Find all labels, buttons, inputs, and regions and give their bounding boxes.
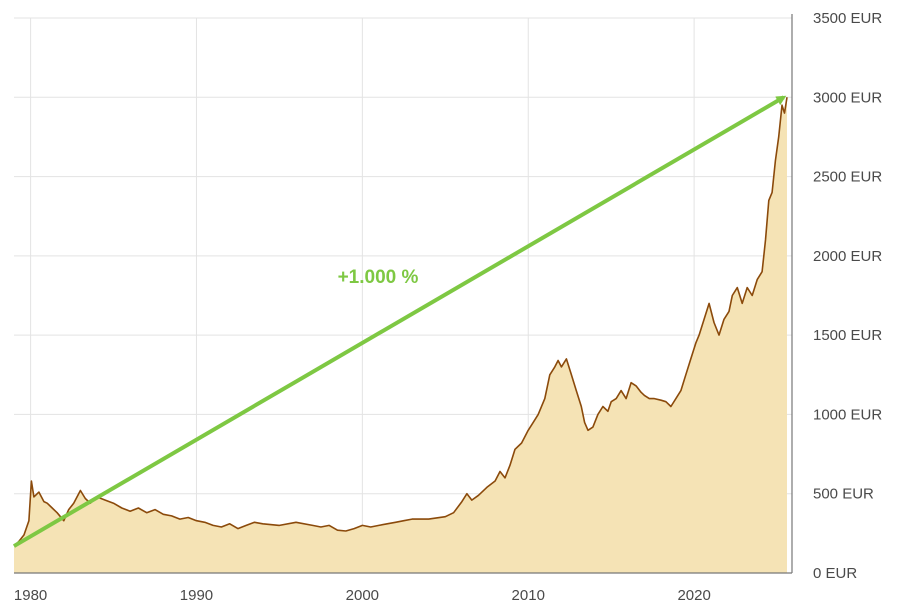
y-tick-label: 1000 EUR	[813, 406, 882, 423]
y-tick-label: 500 EUR	[813, 486, 874, 503]
axes: 0 EUR 500 EUR 1000 EUR 1500 EUR 2000 EUR 2500…	[14, 10, 882, 604]
growth-arrow	[12, 95, 787, 548]
price-area-fill	[14, 97, 787, 574]
y-tick-label: 1500 EUR	[813, 327, 882, 344]
y-tick-label: 2500 EUR	[813, 169, 882, 186]
price-line	[13, 97, 788, 547]
x-tick-label: 2010	[512, 587, 545, 604]
y-tick-label: 3000 EUR	[813, 89, 882, 106]
x-tick-label: 1990	[180, 587, 213, 604]
growth-label: +1.000 %	[338, 267, 419, 288]
y-tick-label: 3500 EUR	[813, 10, 882, 27]
x-tick-label: 2020	[677, 587, 710, 604]
plot-area	[13, 97, 788, 574]
x-tick-label: 2000	[346, 587, 379, 604]
annotation-group: +1.000 %	[12, 95, 787, 548]
x-tick-label: 1980	[14, 587, 47, 604]
y-tick-label: 0 EUR	[813, 565, 857, 582]
y-tick-label: 2000 EUR	[813, 248, 882, 265]
